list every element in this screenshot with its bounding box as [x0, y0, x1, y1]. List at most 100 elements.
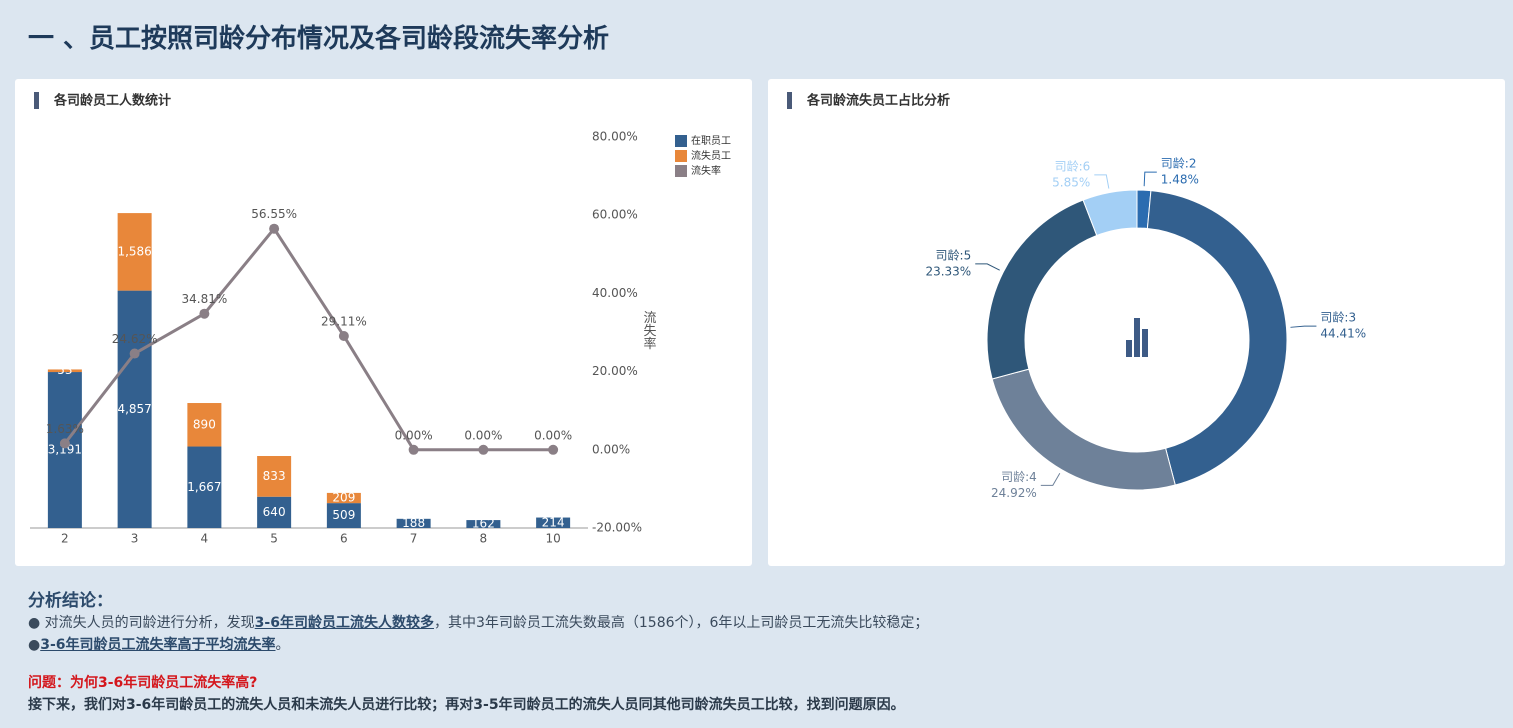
data-label: 24.62%	[112, 332, 158, 346]
center-icon	[1126, 318, 1148, 357]
leader-line	[1290, 325, 1317, 328]
text: ，其中3年司龄员工流失数最高（1586个），6年以上司龄员工无流失比较稳定；	[433, 615, 929, 631]
data-label: 188	[402, 516, 425, 530]
bar	[257, 496, 292, 528]
data-label: 0.00%	[464, 428, 502, 442]
bar	[536, 517, 571, 528]
data-label: 1.63%	[46, 422, 84, 436]
bar	[326, 492, 361, 504]
legend-label: 流失率	[691, 164, 721, 177]
legend-swatch	[675, 150, 687, 162]
data-label: 1,586	[117, 244, 151, 258]
rate-line	[63, 226, 554, 452]
data-label: 162	[472, 517, 495, 531]
next-step: 接下来，我们对3-6年司龄员工的流失人员和未流失人员进行比较；再对3-5年司龄员…	[28, 697, 905, 713]
data-label: 640	[263, 505, 286, 519]
x-tick-label: 8	[480, 532, 488, 546]
x-tick-label: 10	[545, 532, 560, 546]
legend-swatch	[675, 165, 687, 177]
legend-label: 在职员工	[691, 135, 731, 147]
data-label: 509	[332, 508, 355, 522]
legend-swatch	[675, 135, 687, 147]
text: 。	[275, 637, 290, 653]
slice-value: 24.92%	[991, 486, 1037, 500]
legend-label: 流失员工	[691, 149, 731, 162]
x-tick-label: 7	[410, 532, 418, 546]
data-label: 0.00%	[395, 428, 433, 442]
x-tick-label: 3	[131, 532, 139, 546]
slice-value: 44.41%	[1320, 327, 1366, 341]
bar	[117, 213, 152, 291]
conclusion-title: 分析结论：	[28, 591, 113, 611]
rate-point	[338, 330, 349, 341]
leader-line	[1143, 171, 1157, 187]
slice-value: 23.33%	[925, 264, 971, 278]
data-label: 209	[332, 491, 355, 505]
rate-point	[548, 444, 559, 455]
data-label: 1,667	[187, 480, 221, 494]
leader-line	[975, 263, 1000, 271]
data-label: 29.11%	[321, 314, 367, 328]
bar	[117, 290, 152, 528]
data-label: 890	[193, 417, 216, 431]
question: 问题：为何3-6年司龄员工流失率高?	[28, 675, 258, 691]
point: ● 对流失人员的司龄进行分析，发现3-6年司龄员工流失人数较多，其中3年司龄员工…	[28, 612, 928, 634]
x-tick-label: 5	[270, 532, 278, 546]
rate-point	[59, 438, 70, 449]
y2-tick-label: 20.00%	[592, 364, 638, 378]
slice-value: 1.48%	[1161, 173, 1199, 187]
data-label: 34.81%	[181, 292, 227, 306]
rate-point	[478, 444, 489, 455]
y2-tick-label: 40.00%	[592, 286, 638, 300]
x-tick-label: 2	[61, 532, 69, 546]
leader-line	[1040, 473, 1061, 486]
bar	[187, 403, 222, 447]
x-tick-label: 4	[201, 532, 209, 546]
bar	[47, 369, 82, 373]
chart-title: 各司龄流失员工占比分析	[806, 93, 950, 109]
slice-label: 司龄:5	[936, 248, 972, 262]
donut-slice	[1082, 189, 1138, 237]
y2-tick-label: 80.00%	[592, 130, 638, 144]
rate-point	[408, 444, 419, 455]
slice-label: 司龄:2	[1161, 157, 1197, 171]
slice-label: 司龄:3	[1320, 311, 1356, 325]
slice-value: 5.85%	[1052, 175, 1090, 189]
title-marker	[787, 92, 792, 109]
data-label: 833	[263, 469, 286, 483]
data-label: 0.00%	[534, 428, 572, 442]
leader-line	[1094, 174, 1110, 189]
data-label: 56.55%	[251, 207, 297, 221]
y2-tick-label: -20.00%	[592, 521, 642, 535]
y2-axis-label: 流失率	[641, 311, 657, 350]
bar	[466, 520, 501, 528]
title-marker	[34, 92, 39, 109]
data-label: 3,191	[48, 443, 82, 457]
bar	[257, 456, 292, 497]
emphasis: 3-6年司龄员工流失人数较多	[254, 615, 434, 631]
bar	[47, 372, 82, 528]
page-title: 一 、员工按照司龄分布情况及各司龄段流失率分析	[28, 24, 610, 54]
y2-tick-label: 0.00%	[592, 442, 630, 456]
text: ●	[28, 637, 41, 653]
emphasis: 3-6年司龄员工流失率高于平均流失率	[40, 637, 276, 653]
slice-label: 司龄:4	[1001, 470, 1037, 484]
rate-point	[129, 348, 140, 359]
data-label: 214	[542, 515, 565, 529]
rate-point	[199, 308, 210, 319]
x-tick-label: 6	[340, 532, 348, 546]
donut-slice	[1146, 190, 1288, 486]
conclusion: 分析结论： ● 对流失人员的司龄进行分析，发现3-6年司龄员工流失人数较多，其中…	[28, 590, 928, 716]
data-label: 4,857	[117, 402, 151, 416]
donut-slice	[986, 199, 1098, 380]
slice-label: 司龄:6	[1055, 159, 1091, 173]
rate-point	[269, 223, 280, 234]
bar	[326, 503, 361, 528]
chart-title: 各司龄员工人数统计	[53, 93, 171, 109]
bar	[396, 518, 431, 528]
y2-tick-label: 60.00%	[592, 208, 638, 222]
data-label: 53	[57, 363, 72, 377]
point: ●3-6年司龄员工流失率高于平均流失率。	[28, 634, 928, 656]
